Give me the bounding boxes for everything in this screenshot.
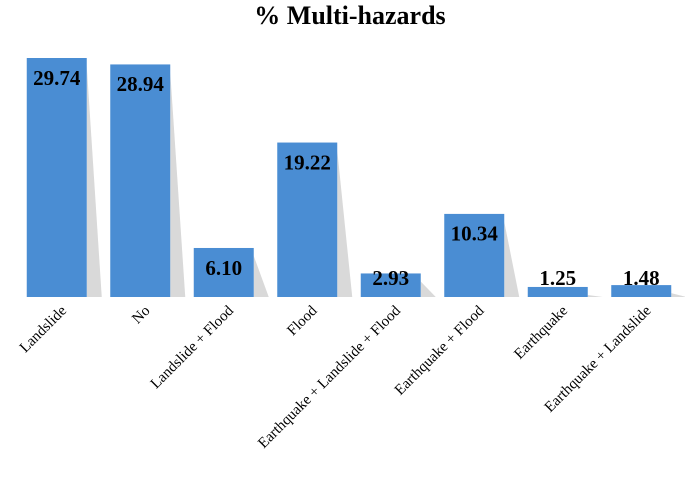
- value-label: 6.10: [205, 256, 242, 280]
- bar-shadow: [671, 293, 685, 297]
- x-tick-label: Earthquake + Landslide + Flood: [255, 303, 404, 452]
- value-label: 10.34: [451, 222, 499, 246]
- x-tick-label: Landslide + Flood: [148, 303, 238, 393]
- bar: [277, 142, 338, 297]
- bar-shadow: [170, 72, 186, 298]
- bar: [26, 58, 87, 297]
- bar-shadow: [504, 221, 520, 297]
- bar-shadow: [253, 255, 269, 297]
- bar-shadow: [337, 150, 353, 297]
- value-label: 19.22: [284, 150, 331, 174]
- bar-shadow: [420, 281, 436, 297]
- bar: [444, 213, 505, 297]
- chart-title: % Multi-hazards: [254, 1, 445, 30]
- value-label: 28.94: [117, 72, 165, 96]
- value-label: 29.74: [33, 66, 81, 90]
- bar-shadow: [86, 66, 102, 297]
- value-label: 1.48: [623, 266, 660, 290]
- bar: [360, 273, 421, 297]
- x-tick-label: Earthquake: [511, 303, 571, 363]
- bar: [110, 64, 171, 298]
- x-tick-label: No: [129, 303, 153, 327]
- bar: [193, 247, 254, 297]
- bar: [527, 286, 588, 297]
- value-label: 1.25: [539, 266, 576, 290]
- x-tick-label: Landslide: [17, 303, 70, 356]
- x-tick-label: Earthquake + Flood: [392, 303, 488, 399]
- bar: [611, 285, 672, 297]
- value-label: 2.93: [372, 266, 409, 290]
- bar-shadow: [587, 294, 603, 297]
- x-tick-label: Flood: [284, 303, 320, 339]
